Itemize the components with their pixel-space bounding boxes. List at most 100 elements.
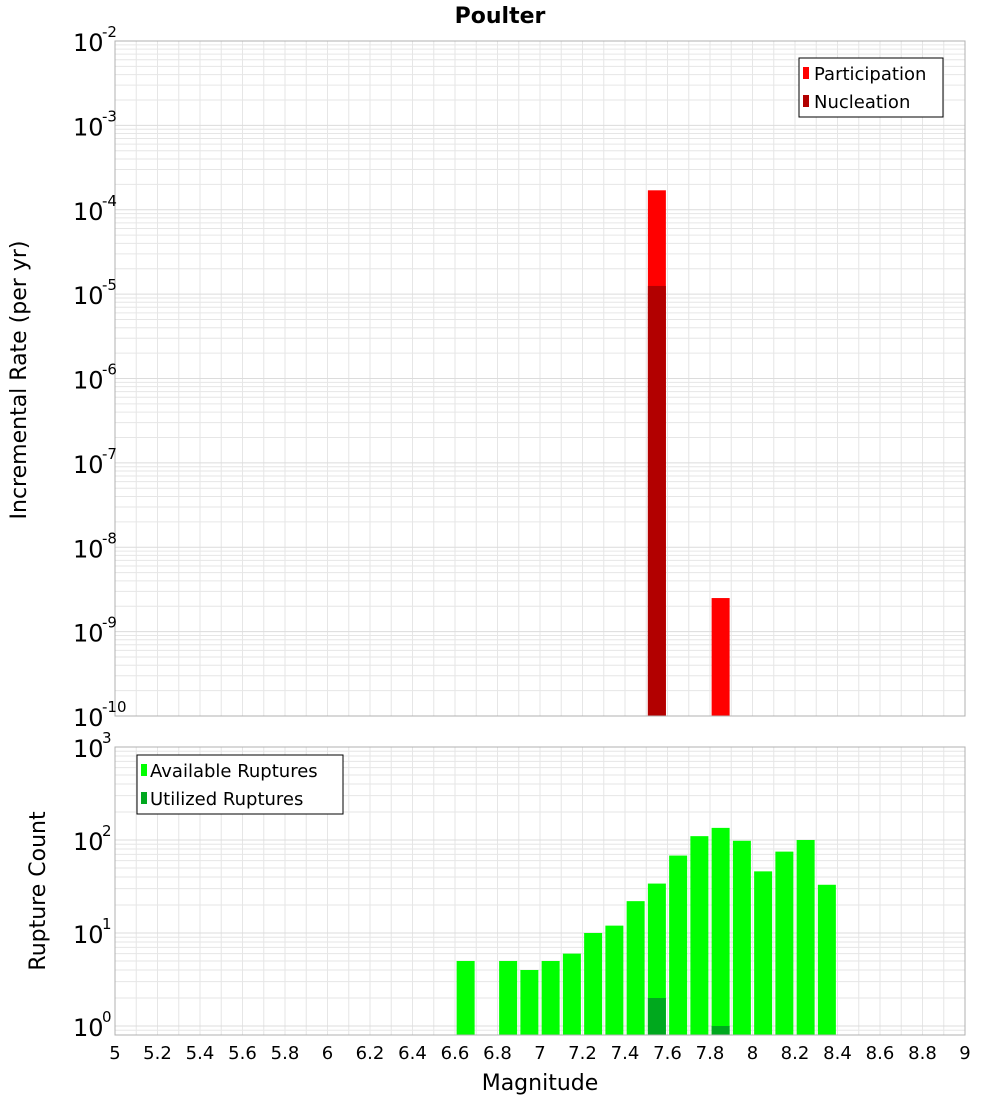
y-tick-base: 10 [73,1014,104,1042]
available-ruptures-bar [775,851,794,1035]
y-tick-exponent: -10 [102,698,127,716]
available-ruptures-bar [796,840,815,1035]
y-tick-exponent: 0 [102,1008,112,1026]
available-legend-swatch [141,764,147,776]
y-tick-exponent: 3 [102,729,112,747]
top-bars [647,190,730,716]
y-tick-exponent: -2 [102,23,117,41]
y-tick-base: 10 [73,828,104,856]
available-ruptures-bar [541,960,560,1035]
y-tick-label: 10-5 [73,276,117,310]
top-grid [114,40,966,717]
y-tick-label: 10-9 [73,614,117,648]
y-tick-base: 10 [73,29,104,57]
x-tick-label: 5.2 [143,1043,172,1064]
bottom-plot-frame [114,746,966,1036]
x-tick-label: 5 [109,1043,120,1064]
bottom-y-axis-label: Rupture Count [26,811,51,971]
y-tick-base: 10 [73,921,104,949]
utilized-ruptures-bar [711,1025,730,1035]
y-tick-label: 100 [73,1008,112,1042]
y-tick-label: 102 [73,822,112,856]
y-tick-base: 10 [73,282,104,310]
x-tick-label: 8.8 [908,1043,937,1064]
available-ruptures-bar [605,925,624,1035]
available-ruptures-bar [711,827,730,1035]
bottom-legend: Available Ruptures Utilized Ruptures [136,754,344,815]
available-ruptures-bar [584,932,603,1035]
y-tick-base: 10 [73,367,104,395]
x-axis-label: Magnitude [482,1071,599,1096]
y-tick-exponent: -4 [102,192,117,210]
y-tick-exponent: -3 [102,107,117,125]
y-tick-exponent: -9 [102,614,117,632]
bottom-bars [456,827,836,1035]
y-tick-base: 10 [73,620,104,648]
nucleation-bar [647,285,666,716]
available-ruptures-bar [626,901,645,1035]
x-tick-label: 6.4 [398,1043,427,1064]
available-legend-label: Available Ruptures [150,761,318,782]
y-tick-exponent: 2 [102,822,112,840]
participation-legend-label: Participation [814,64,926,85]
available-ruptures-bar [499,960,518,1035]
available-ruptures-bar [754,871,773,1035]
y-tick-label: 103 [73,729,112,763]
x-tick-label: 6.8 [483,1043,512,1064]
available-ruptures-bar [669,855,688,1035]
y-tick-label: 10-4 [73,192,117,226]
top-legend-box [798,57,944,118]
y-tick-exponent: -8 [102,529,117,547]
bottom-legend-box [136,754,344,815]
x-tick-label: 6.6 [441,1043,470,1064]
y-tick-exponent: -6 [102,361,117,379]
y-tick-base: 10 [73,704,104,732]
y-tick-label: 10-7 [73,445,117,479]
nucleation-legend-label: Nucleation [814,92,910,113]
utilized-legend-swatch [141,792,147,804]
y-tick-base: 10 [73,113,104,141]
top-legend: Participation Nucleation [798,57,944,118]
y-tick-exponent: -7 [102,445,117,463]
x-tick-label: 5.8 [271,1043,300,1064]
participation-legend-swatch [803,67,809,79]
x-tick-label: 8.4 [823,1043,852,1064]
available-ruptures-bar [520,970,539,1035]
x-tick-label: 5.6 [228,1043,257,1064]
utilized-ruptures-bar [647,997,666,1035]
top-plot-frame [114,40,966,717]
available-ruptures-bar [690,836,709,1035]
y-tick-exponent: -5 [102,276,117,294]
x-tick-label: 5.4 [186,1043,215,1064]
x-tick-label: 7.6 [653,1043,682,1064]
y-tick-label: 10-8 [73,529,117,563]
bottom-x-tick-labels: 5 5.2 5.4 5.6 5.8 6 6.2 6.4 6.6 6.8 7 7.2 7.4 7.6 7.8 8… [109,1043,970,1064]
available-ruptures-bar [732,840,751,1035]
y-tick-label: 10-3 [73,107,117,141]
chart-title: Poulter [455,4,546,29]
available-ruptures-bar [456,960,475,1035]
x-tick-label: 6.2 [356,1043,385,1064]
y-tick-base: 10 [73,535,104,563]
y-tick-label: 10-6 [73,361,117,395]
y-tick-base: 10 [73,451,104,479]
y-tick-exponent: 1 [102,915,112,933]
nucleation-legend-swatch [803,95,809,107]
x-tick-label: 7 [534,1043,545,1064]
y-tick-label: 10-2 [73,23,117,57]
participation-bar [711,598,730,716]
y-tick-label: 101 [73,915,112,949]
x-tick-label: 7.4 [611,1043,640,1064]
top-y-axis-label: Incremental Rate (per yr) [7,241,32,520]
y-tick-base: 10 [73,735,104,763]
x-tick-label: 8 [747,1043,758,1064]
x-tick-label: 9 [959,1043,970,1064]
available-ruptures-bar [562,953,581,1035]
x-tick-label: 7.2 [568,1043,597,1064]
available-ruptures-bar [647,883,666,1035]
x-tick-label: 8.2 [781,1043,810,1064]
y-tick-label: 10-10 [73,698,127,732]
x-tick-label: 6 [322,1043,333,1064]
